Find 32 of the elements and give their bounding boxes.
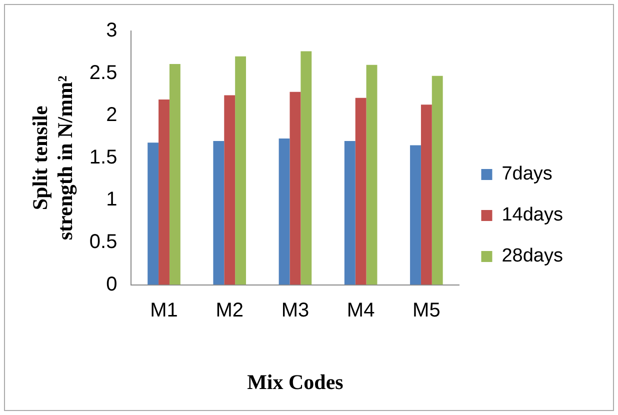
y-axis-title: Split tensile strength in N/mm² xyxy=(28,76,78,240)
bar xyxy=(290,92,301,285)
legend-label: 14days xyxy=(502,204,564,226)
x-tick-label: M4 xyxy=(346,299,375,322)
bar xyxy=(278,138,290,285)
legend-label: 28days xyxy=(502,246,564,267)
y-tick-label: 1 xyxy=(106,188,118,211)
y-tick-label: 1.5 xyxy=(89,146,118,168)
x-axis-title: Mix Codes xyxy=(247,370,344,394)
bar xyxy=(213,140,224,285)
legend-label: 7days xyxy=(502,164,552,185)
x-tick-label: M5 xyxy=(412,299,440,322)
bar xyxy=(169,64,180,285)
x-tick-label: M1 xyxy=(150,299,178,322)
y-tick-label: 0.5 xyxy=(89,231,118,254)
y-tick-label: 2.5 xyxy=(89,62,118,84)
bar xyxy=(148,142,159,285)
bar xyxy=(410,145,421,285)
bar xyxy=(224,95,236,285)
bar xyxy=(344,140,356,285)
bar xyxy=(158,100,170,285)
y-tick-label: 3 xyxy=(106,20,118,42)
x-tick-label: M2 xyxy=(216,299,244,322)
bar xyxy=(420,104,432,285)
bar xyxy=(432,76,443,285)
bar xyxy=(355,98,366,285)
y-tick-label: 2 xyxy=(106,104,118,126)
bar xyxy=(300,51,312,285)
x-tick-label: M3 xyxy=(281,299,310,322)
y-tick-label: 0 xyxy=(106,273,118,296)
bar xyxy=(235,56,246,285)
bar xyxy=(366,64,378,285)
